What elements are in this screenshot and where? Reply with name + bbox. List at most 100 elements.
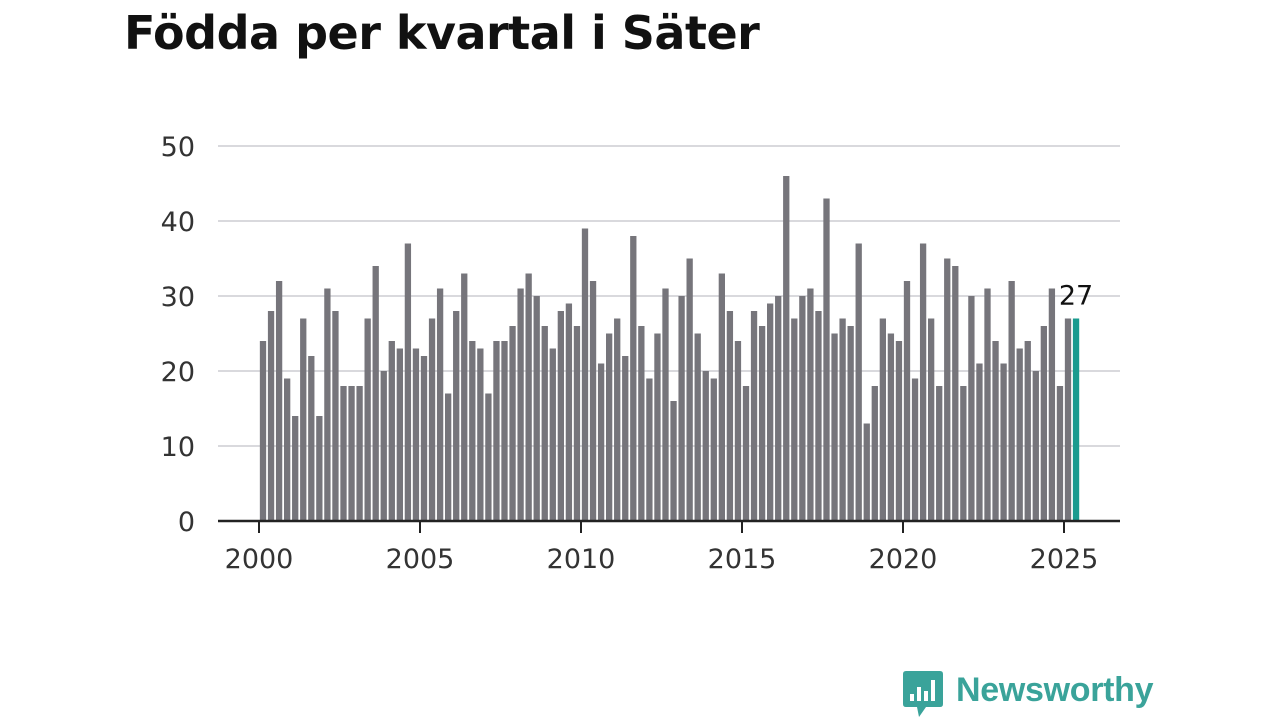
bar xyxy=(734,341,742,521)
bar xyxy=(815,311,822,521)
bar xyxy=(839,318,846,521)
bar xyxy=(1024,341,1031,521)
bar xyxy=(919,243,927,521)
bar xyxy=(292,416,299,521)
bar xyxy=(597,363,605,521)
bar xyxy=(895,341,903,521)
brand-logo: Newsworthy xyxy=(902,668,1154,720)
bar xyxy=(823,198,830,521)
y-tick-label: 40 xyxy=(161,207,195,238)
bar xyxy=(968,296,975,521)
bar xyxy=(767,303,774,521)
x-tick-label: 2000 xyxy=(225,544,294,575)
bar xyxy=(1016,348,1023,521)
x-tick-label: 2005 xyxy=(386,544,455,575)
bar xyxy=(267,311,275,521)
bar xyxy=(573,326,581,521)
bar xyxy=(614,318,621,521)
bar xyxy=(831,333,838,521)
bar xyxy=(501,341,508,521)
bar xyxy=(589,281,597,521)
bar xyxy=(758,326,766,521)
bar xyxy=(259,341,267,521)
bar xyxy=(871,386,878,521)
bar xyxy=(678,296,685,521)
bar xyxy=(662,288,669,521)
bar xyxy=(525,273,532,521)
bar xyxy=(1048,288,1056,521)
bar xyxy=(855,243,862,521)
y-tick-label: 10 xyxy=(161,432,195,463)
bar xyxy=(412,348,420,521)
bar xyxy=(284,378,291,521)
bar xyxy=(364,318,371,521)
chart-title: Födda per kvartal i Säter xyxy=(124,6,760,60)
bar xyxy=(340,386,347,521)
x-axis-ticks: 2000 2005 2010 2015 2020 2025 xyxy=(225,521,1098,575)
y-tick-label: 50 xyxy=(161,132,195,163)
y-tick-label: 30 xyxy=(161,282,195,313)
bar xyxy=(911,378,919,521)
bar xyxy=(1000,363,1007,521)
bar xyxy=(670,401,677,521)
bar xyxy=(300,318,307,521)
bar xyxy=(654,333,661,521)
bar xyxy=(944,258,951,521)
bar xyxy=(807,288,814,521)
bar xyxy=(887,333,895,521)
bar xyxy=(622,356,629,521)
bar xyxy=(420,356,428,521)
bar-chart: 0 10 20 30 40 50 2000 2005 2010 2015 2020 2025 27 xyxy=(161,132,1120,575)
bar xyxy=(630,236,637,521)
bar xyxy=(638,326,645,521)
bar xyxy=(702,371,709,521)
bar xyxy=(694,333,701,521)
bar xyxy=(984,288,991,521)
bar xyxy=(1032,371,1039,521)
bar xyxy=(791,318,798,521)
bar xyxy=(936,386,943,521)
bar xyxy=(1008,281,1015,521)
bar xyxy=(992,341,999,521)
y-tick-label: 0 xyxy=(178,507,195,538)
bar xyxy=(509,326,516,521)
bar xyxy=(775,296,782,521)
bar xyxy=(879,318,886,521)
bar xyxy=(493,341,500,521)
bar xyxy=(847,326,854,521)
bar xyxy=(477,348,484,521)
bar xyxy=(1040,326,1047,521)
bar xyxy=(750,311,758,521)
x-tick-label: 2015 xyxy=(708,544,777,575)
bar xyxy=(348,386,355,521)
bar xyxy=(686,258,693,521)
bar xyxy=(445,393,452,521)
bar xyxy=(799,296,806,521)
bar xyxy=(549,348,556,521)
bar xyxy=(565,303,573,521)
bar xyxy=(356,386,363,521)
bar xyxy=(541,326,548,521)
bar xyxy=(928,318,935,521)
bar xyxy=(646,378,653,521)
bar xyxy=(275,281,283,521)
newsworthy-logo-icon xyxy=(903,671,943,717)
data-labels: 27 xyxy=(1059,281,1093,312)
bar xyxy=(718,273,725,521)
bar xyxy=(1056,386,1064,521)
bar xyxy=(332,311,339,521)
x-tick-label: 2010 xyxy=(547,544,616,575)
bar xyxy=(726,311,734,521)
bar xyxy=(308,356,315,521)
bar xyxy=(952,266,959,521)
bar xyxy=(710,378,717,521)
bar xyxy=(863,423,870,521)
bar xyxy=(517,288,524,521)
bar xyxy=(783,176,790,521)
x-tick-label: 2020 xyxy=(869,544,938,575)
bar xyxy=(316,416,323,521)
bar-highlighted xyxy=(1072,318,1080,521)
bar xyxy=(485,393,492,521)
brand-name: Newsworthy xyxy=(956,671,1154,709)
bar xyxy=(388,341,395,521)
